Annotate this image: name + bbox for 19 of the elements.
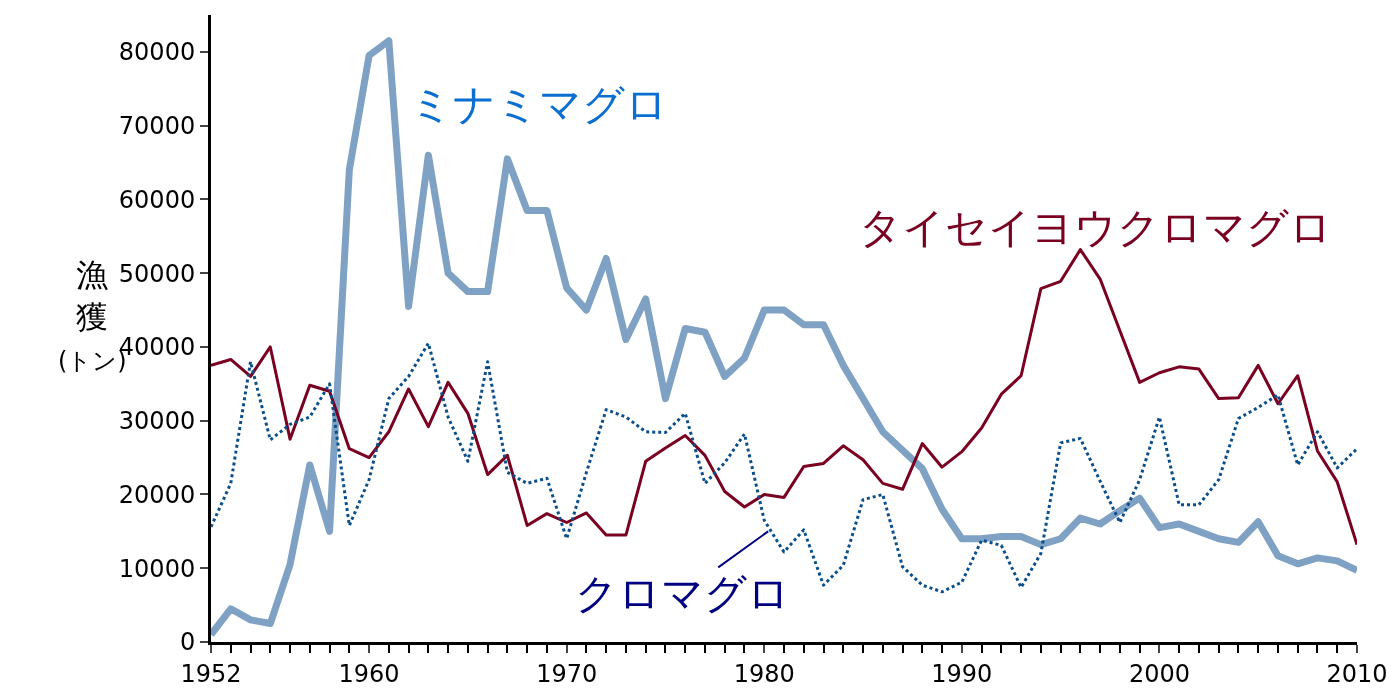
x-tick-label: 1952	[180, 659, 242, 688]
annotation: クロマグロ	[575, 569, 790, 618]
y-tick-label: 60000	[118, 185, 196, 214]
y-tick-label: 20000	[118, 480, 196, 509]
x-tick-label: 1990	[931, 659, 993, 688]
y-tick-label: 50000	[118, 259, 196, 288]
x-tick-label: 1970	[536, 659, 598, 688]
line-series	[211, 248, 1357, 547]
annotation: ミナミマグロ	[410, 80, 668, 129]
x-tick-label: 1980	[733, 659, 795, 688]
y-tick-label: 0	[179, 628, 196, 657]
x-tick-label: 1960	[338, 659, 400, 688]
x-tick-label: 2010	[1326, 659, 1388, 688]
y-tick-label: 80000	[118, 38, 196, 67]
y-tick-label: 70000	[118, 112, 196, 141]
y-tick-label: 10000	[118, 554, 196, 583]
x-tick-label: 2000	[1128, 659, 1190, 688]
annotation: タイセイヨウクロマグロ	[859, 203, 1332, 252]
y-tick-label: 30000	[118, 407, 196, 436]
